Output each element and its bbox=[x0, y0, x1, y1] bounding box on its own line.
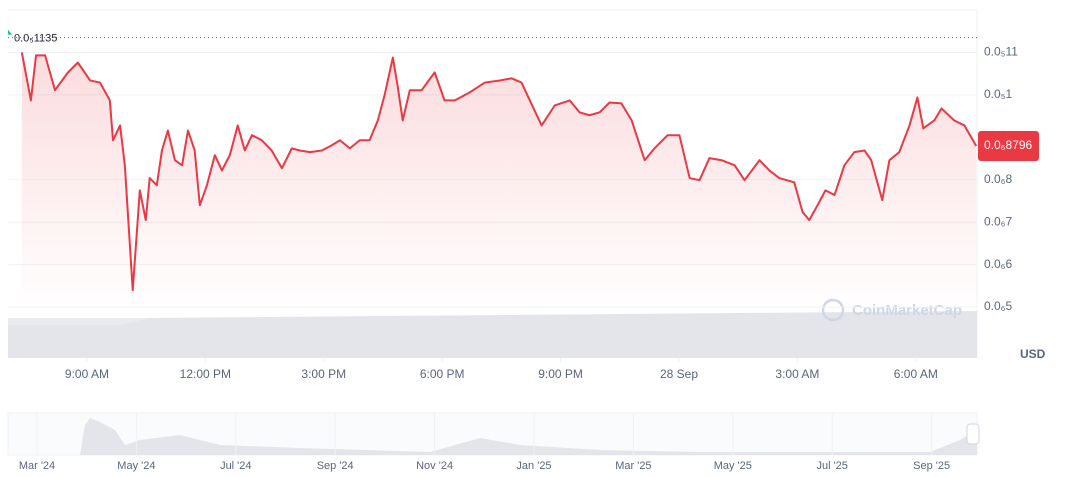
reference-label: 0.0₅1135 bbox=[14, 32, 57, 44]
price-tag-label: 0.0₆8796 bbox=[984, 138, 1033, 152]
x-tick-label: 6:00 PM bbox=[420, 367, 465, 381]
y-tick-label: 0.0₅1 bbox=[984, 87, 1013, 101]
navigator-label: Jul '25 bbox=[816, 460, 847, 472]
navigator-label: May '24 bbox=[117, 460, 155, 472]
x-tick-label: 3:00 PM bbox=[301, 367, 346, 381]
y-tick-label: 0.0₅11 bbox=[984, 45, 1018, 59]
volume-bars bbox=[8, 311, 977, 358]
navigator-label: Nov '24 bbox=[416, 460, 453, 472]
reference-marker bbox=[8, 29, 12, 35]
navigator-label: Mar '25 bbox=[615, 460, 651, 472]
price-area bbox=[21, 52, 977, 310]
price-line bbox=[20, 52, 978, 292]
navigator-handle[interactable] bbox=[966, 423, 980, 445]
navigator-label: Mar '24 bbox=[19, 460, 55, 472]
price-tag bbox=[978, 130, 1039, 161]
navigator-label: Jan '25 bbox=[516, 460, 551, 472]
navigator-area bbox=[80, 418, 977, 455]
navigator-label: Sep '25 bbox=[913, 460, 950, 472]
x-tick-label: 6:00 AM bbox=[894, 367, 938, 381]
navigator-label: Jul '24 bbox=[220, 460, 251, 472]
y-axis-label: USD bbox=[1020, 347, 1046, 361]
x-tick-label: 12:00 PM bbox=[180, 367, 231, 381]
x-tick-label: 9:00 AM bbox=[65, 367, 109, 381]
x-tick-label: 9:00 PM bbox=[538, 367, 583, 381]
x-tick-label: 28 Sep bbox=[660, 367, 698, 381]
navigator-label: May '25 bbox=[714, 460, 752, 472]
navigator-label: Sep '24 bbox=[317, 460, 354, 472]
y-tick-label: 0.0₆5 bbox=[984, 299, 1013, 313]
y-tick-label: 0.0₆7 bbox=[984, 214, 1013, 228]
y-tick-label: 0.0₆8 bbox=[984, 172, 1013, 186]
x-tick-label: 3:00 AM bbox=[775, 367, 819, 381]
y-tick-label: 0.0₆6 bbox=[984, 257, 1013, 271]
